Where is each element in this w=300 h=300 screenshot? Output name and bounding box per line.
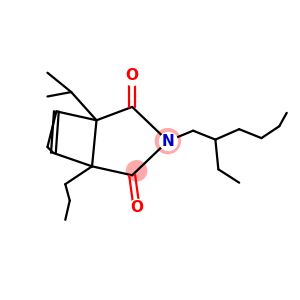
- Circle shape: [127, 161, 147, 181]
- Text: O: O: [126, 68, 139, 83]
- Text: N: N: [161, 134, 174, 148]
- Circle shape: [155, 129, 180, 154]
- Text: O: O: [130, 200, 143, 215]
